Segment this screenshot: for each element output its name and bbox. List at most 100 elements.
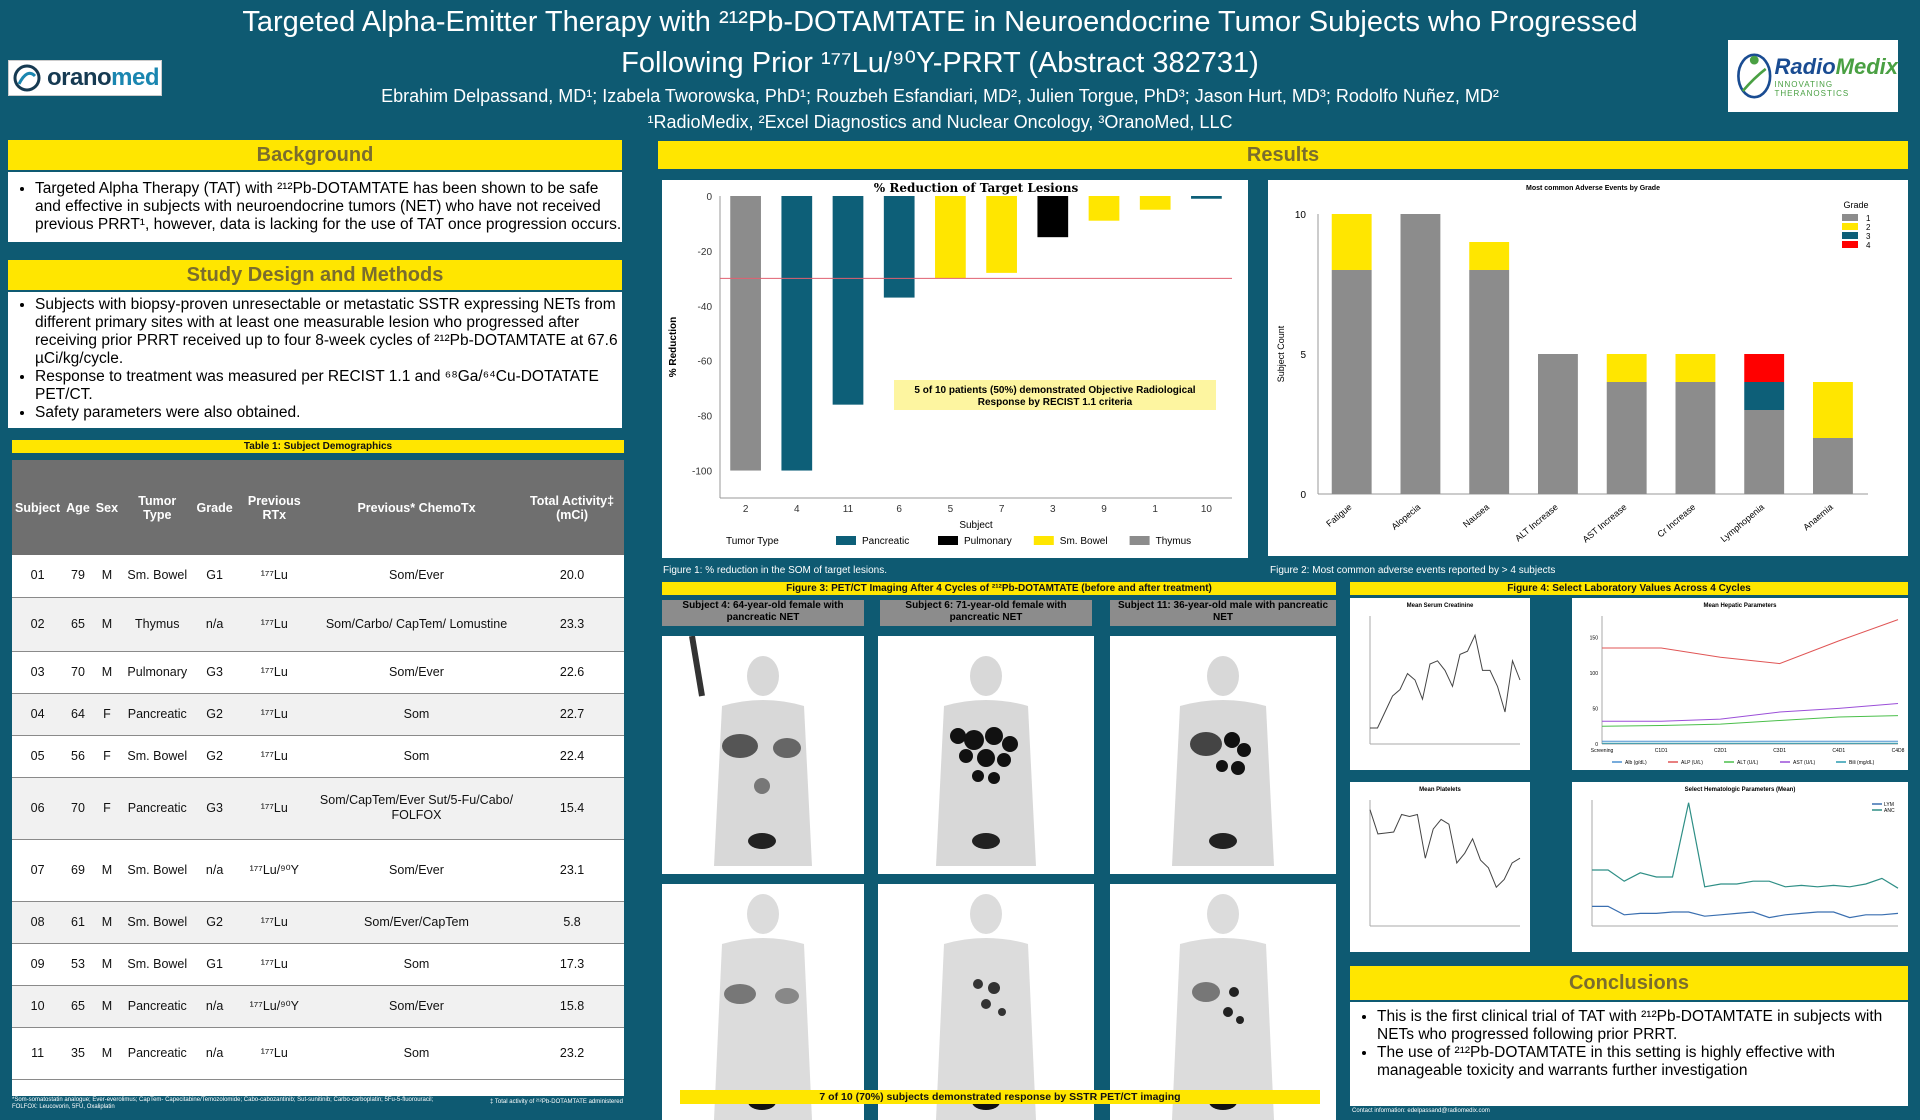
fig2-legend-title: Grade — [1843, 200, 1868, 210]
table-cell: Som/Ever — [312, 555, 521, 598]
fig4b-legend-label: Bili (mg/dL) — [1849, 760, 1875, 766]
fig2-title: Most common Adverse Events by Grade — [1526, 185, 1660, 192]
fig1-y-tick-label: 0 — [706, 192, 712, 203]
table-cell: G3 — [193, 777, 236, 840]
background-bullet: Targeted Alpha Therapy (TAT) with ²¹²Pb-… — [35, 180, 622, 234]
table-header-cell: Grade — [193, 460, 236, 555]
fig1-legend-swatch — [836, 536, 856, 545]
table-cell: 15.8 — [520, 985, 624, 1028]
fig1-bar — [781, 196, 813, 471]
table-cell: Som — [312, 1027, 521, 1080]
table-cell: ¹⁷⁷Lu/⁹⁰Y — [235, 839, 313, 902]
table-cell: 02 — [12, 597, 64, 652]
fig4b-x-tick-label: C2D1 — [1714, 748, 1727, 754]
table-cell: 09 — [12, 943, 64, 986]
fig2-bar-segment — [1400, 214, 1441, 494]
fig2-legend-swatch — [1842, 241, 1858, 248]
fig2-x-tick-label: Lymphopenia — [1719, 502, 1767, 544]
pet-scan-subject11-after — [1110, 884, 1336, 1120]
table-cell: F — [92, 777, 122, 840]
methods-bullet: Response to treatment was measured per R… — [35, 368, 622, 404]
fig2-legend-swatch — [1842, 223, 1858, 230]
pet-scan-subject6-before — [878, 636, 1094, 874]
fig4b-x-tick-label: C4D8 — [1892, 748, 1905, 754]
table-row: 01 79 M Sm. Bowel G1 ¹⁷⁷Lu Som/Ever 20.0 — [12, 555, 624, 598]
fig1-legend-label: Thymus — [1156, 536, 1192, 547]
table-cell: Pancreatic — [121, 693, 194, 736]
table-cell: Sm. Bowel — [121, 901, 194, 944]
table-cell: 35 — [63, 1027, 93, 1080]
fig1-x-label: Subject — [959, 520, 993, 531]
fig1-x-tick-label: 6 — [896, 504, 902, 515]
background-bullets: Targeted Alpha Therapy (TAT) with ²¹²Pb-… — [8, 180, 622, 234]
table-header-cell: Subject — [12, 460, 64, 555]
table-cell: n/a — [193, 985, 236, 1028]
figure3-annotation: 7 of 10 (70%) subjects demonstrated resp… — [680, 1090, 1320, 1104]
fig1-legend-label: Sm. Bowel — [1060, 536, 1108, 547]
table-cell: 10 — [12, 985, 64, 1028]
fig4b-x-tick-label: Screening — [1591, 748, 1614, 754]
fig1-y-tick-label: -60 — [698, 357, 713, 368]
table-cell: Sm. Bowel — [121, 839, 194, 902]
radiomedix-logo: RadioMedix INNOVATING THERANOSTICS — [1728, 40, 1898, 112]
table1-footnote-left: *Som-somatostatin analogue; Ever-everoli… — [12, 1097, 434, 1110]
table-cell: Sm. Bowel — [121, 943, 194, 986]
figure1-caption: Figure 1: % reduction in the SOM of targ… — [663, 565, 887, 576]
table-cell: Som/Carbo/ CapTem/ Lomustine — [312, 597, 521, 652]
fig4b-y-tick-label: 50 — [1592, 706, 1598, 712]
fig2-legend-label: 3 — [1866, 232, 1871, 241]
fig4d-legend-label: LYM — [1884, 802, 1894, 808]
methods-bullet: Subjects with biopsy-proven unresectable… — [35, 296, 622, 368]
fig2-bar-segment — [1675, 382, 1716, 494]
fig1-x-tick-label: 10 — [1201, 504, 1213, 515]
table-cell: 05 — [12, 735, 64, 778]
table-cell: Pancreatic — [121, 777, 194, 840]
table-header-cell: Tumor Type — [121, 460, 194, 555]
table-cell: 03 — [12, 651, 64, 694]
fig2-bar-segment — [1606, 382, 1647, 494]
table-cell: M — [92, 555, 122, 598]
pet-scan-subject4-before — [662, 636, 864, 874]
fig1-bar — [730, 196, 761, 471]
fig1-y-tick-label: -80 — [698, 412, 713, 423]
conclusions-heading: Conclusions — [1350, 966, 1908, 1000]
table-cell: 01 — [12, 555, 64, 598]
fig2-x-tick-label: Alopecia — [1390, 502, 1423, 532]
fig2-y-tick-label: 10 — [1295, 210, 1307, 221]
figure3-subject6-label: Subject 6: 71-year-old female with pancr… — [880, 600, 1092, 626]
table-cell: 15.4 — [520, 777, 624, 840]
fig1-legend-title: Tumor Type — [726, 536, 779, 547]
fig1-bar — [1088, 196, 1120, 221]
table-cell: 17.3 — [520, 943, 624, 986]
fig1-bar — [883, 196, 915, 298]
table-cell: 23.1 — [520, 839, 624, 902]
conclusions-bullets: This is the first clinical trial of TAT … — [1350, 1008, 1908, 1080]
fig4-platelets-panel: Mean Platelets — [1350, 782, 1530, 952]
table-cell: ¹⁷⁷Lu — [235, 597, 313, 652]
fig2-bar-segment — [1606, 354, 1647, 382]
table-cell: 65 — [63, 597, 93, 652]
table-row: 04 64 F Pancreatic G2 ¹⁷⁷Lu Som 22.7 — [12, 693, 624, 736]
fig2-bar-segment — [1813, 382, 1853, 438]
table-row: 06 70 F Pancreatic G3 ¹⁷⁷Lu Som/CapTem/Ever Su… — [12, 777, 624, 840]
fig2-y-tick-label: 5 — [1300, 350, 1306, 361]
fig2-legend-label: 4 — [1866, 241, 1871, 250]
fig1-x-tick-label: 1 — [1152, 504, 1158, 515]
table-cell: M — [92, 839, 122, 902]
fig4b-series-line — [1602, 703, 1899, 722]
fig1-x-tick-label: 11 — [843, 504, 854, 515]
fig1-y-tick-label: -40 — [698, 302, 713, 313]
fig1-x-tick-label: 5 — [948, 504, 954, 515]
fig4b-legend-label: ALP (U/L) — [1681, 760, 1703, 766]
table-cell: M — [92, 943, 122, 986]
fig1-bar — [1037, 196, 1069, 238]
table-cell: F — [92, 735, 122, 778]
fig4b-y-tick-label: 150 — [1590, 635, 1599, 641]
fig4c-title: Mean Platelets — [1419, 787, 1461, 793]
table-header-cell: Previous RTx — [235, 460, 313, 555]
table-cell: M — [92, 597, 122, 652]
table-cell: G1 — [193, 555, 236, 598]
demographics-table: Subject Age Sex Tumor Type Grade Previous RTx… — [12, 460, 624, 1080]
fig4a-series-line — [1370, 633, 1521, 729]
table-row: 03 70 M Pulmonary G3 ¹⁷⁷Lu Som/Ever 22.6 — [12, 651, 624, 694]
